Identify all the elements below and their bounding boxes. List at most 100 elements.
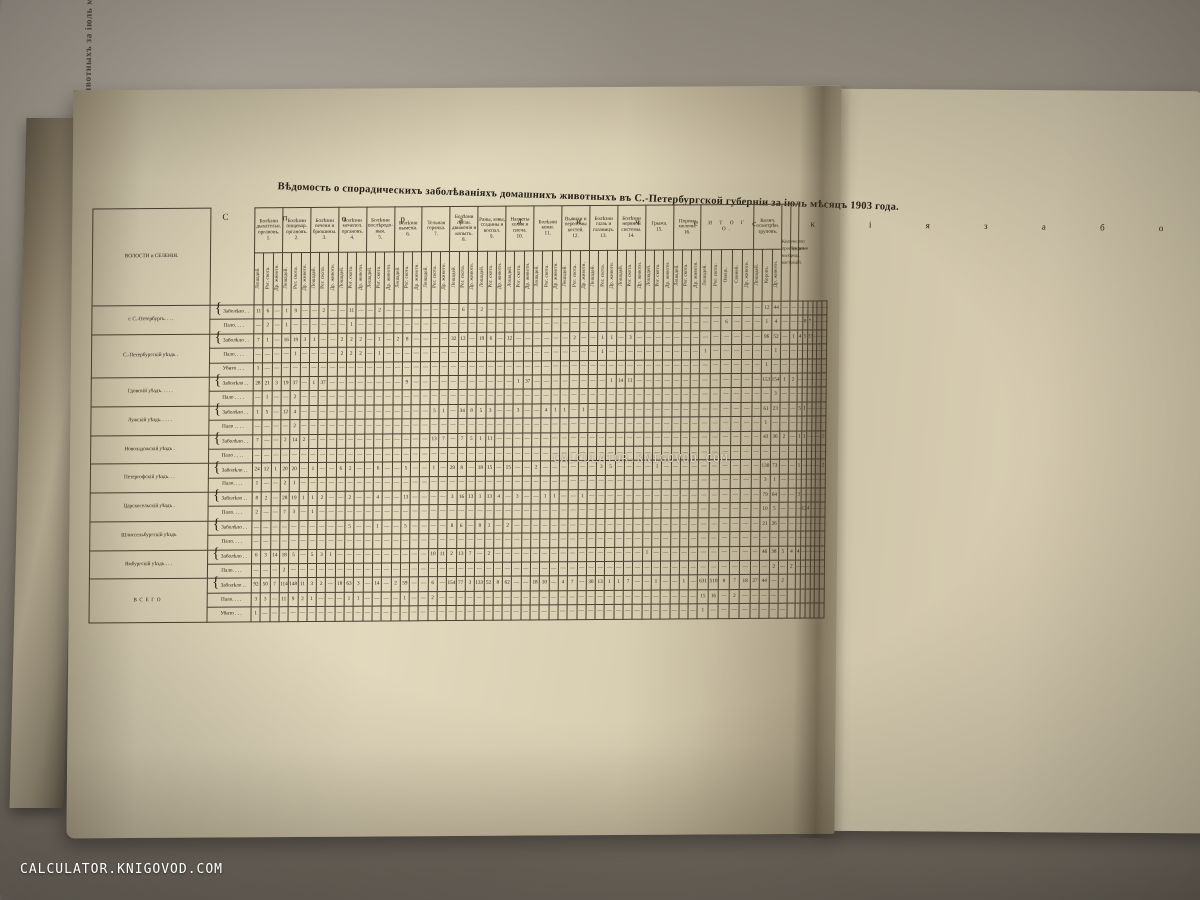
data-cell: 1 [289,477,299,492]
data-cell: — [651,546,661,562]
data-cell: — [260,563,271,579]
data-cell: 3 [251,592,261,608]
data-cell: — [253,348,263,363]
data-cell: — [505,303,515,318]
row-status-label: { Заболѣло . . [208,459,253,478]
data-cell: — [778,560,788,575]
data-cell: — [494,475,504,491]
data-cell: — [576,604,586,620]
group-header-10: Нагнеты холки и плеча. 10. [505,205,535,252]
data-cell: — [400,534,410,549]
data-cell: — [718,560,730,576]
data-cell: 1 [771,344,781,359]
data-cell: — [651,532,662,547]
brace-glyph: { [212,545,220,562]
data-cell: — [437,519,448,534]
data-cell: 1 [438,404,449,419]
data-cell: — [503,418,514,433]
data-cell: — [381,606,391,621]
data-cell: — [653,373,663,389]
data-cell: 1 [513,374,524,390]
data-cell: — [742,330,753,345]
data-cell: — [669,604,679,619]
data-cell: — [586,532,596,548]
data-cell: — [299,376,310,391]
data-cell: 5 [344,520,355,535]
data-cell: 5 [429,404,440,419]
data-cell: 2 [280,434,291,449]
subhdr-corpses-other: Др. животн. [771,249,782,302]
data-cell: 79 [760,488,770,503]
data-cell: — [651,517,662,533]
data-cell: — [381,548,392,564]
data-cell: 11 [346,304,357,319]
data-cell: — [752,373,762,388]
data-cell: — [410,505,420,520]
data-cell: — [652,489,662,504]
data-cell: — [401,476,411,491]
subhdr-2-other: Др. животн. [300,252,311,305]
data-cell: — [372,563,382,578]
data-cell: — [512,475,523,491]
data-cell: 2 [263,319,273,334]
data-cell: — [456,533,466,549]
data-cell: — [476,375,486,390]
data-cell: — [710,387,721,403]
data-cell: — [587,417,598,433]
data-cell: 1 [699,344,711,360]
row-district-name: Новоладожскій уѣздъ . [90,434,209,465]
data-cell: — [710,316,722,331]
data-cell: — [689,488,699,504]
data-cell: — [318,347,329,363]
data-cell: 153 [761,373,771,388]
data-cell: — [326,462,337,478]
row-district-name: Петергофскій уѣздъ. . . [90,463,209,494]
data-cell: — [719,474,731,489]
data-cell: — [504,403,514,419]
row-district-name: Шлиссельбургскій уѣздъ [89,521,208,551]
data-cell: — [708,546,720,561]
data-cell: 23 [770,401,781,417]
data-cell: 32 [448,332,459,347]
data-cell: — [355,361,366,377]
data-cell: 64 [769,488,780,503]
data-cell: 2 [355,332,366,348]
data-cell: — [327,433,337,449]
data-cell: — [595,604,605,620]
data-cell: 2 [346,347,356,362]
data-cell: — [456,562,466,577]
data-cell: 2 [729,589,740,604]
data-cell: — [318,405,328,420]
data-cell: — [752,344,762,359]
data-cell: — [326,491,336,506]
data-cell: — [699,431,710,446]
data-cell: — [260,606,270,622]
data-cell: — [252,419,263,435]
data-cell: — [558,547,568,562]
data-cell: 44 [771,301,781,316]
data-cell: — [522,432,532,447]
group-15-num: 15. [656,226,663,233]
data-cell: — [778,531,788,546]
data-cell: — [521,547,531,563]
data-cell: — [740,459,752,475]
group-header-5: Болѣзни послѣродо- выя. 5. [366,206,395,253]
data-cell: — [328,304,338,319]
data-cell: — [512,446,523,462]
group-header-15: Грыжа. 15. [645,204,674,251]
data-cell: — [576,576,587,591]
data-cell: — [577,518,587,533]
data-cell: — [651,503,662,518]
data-cell: — [679,560,689,576]
data-cell: — [336,419,346,434]
data-cell: — [318,318,329,334]
data-cell: — [576,561,587,577]
data-cell: — [597,316,608,332]
data-cell: — [495,317,506,332]
data-cell: — [661,517,671,533]
data-cell: — [709,402,721,417]
row-status-label: { Заболѣло . . [207,546,252,565]
data-cell: — [671,402,681,418]
data-cell: — [740,546,751,561]
data-cell: — [709,416,721,432]
